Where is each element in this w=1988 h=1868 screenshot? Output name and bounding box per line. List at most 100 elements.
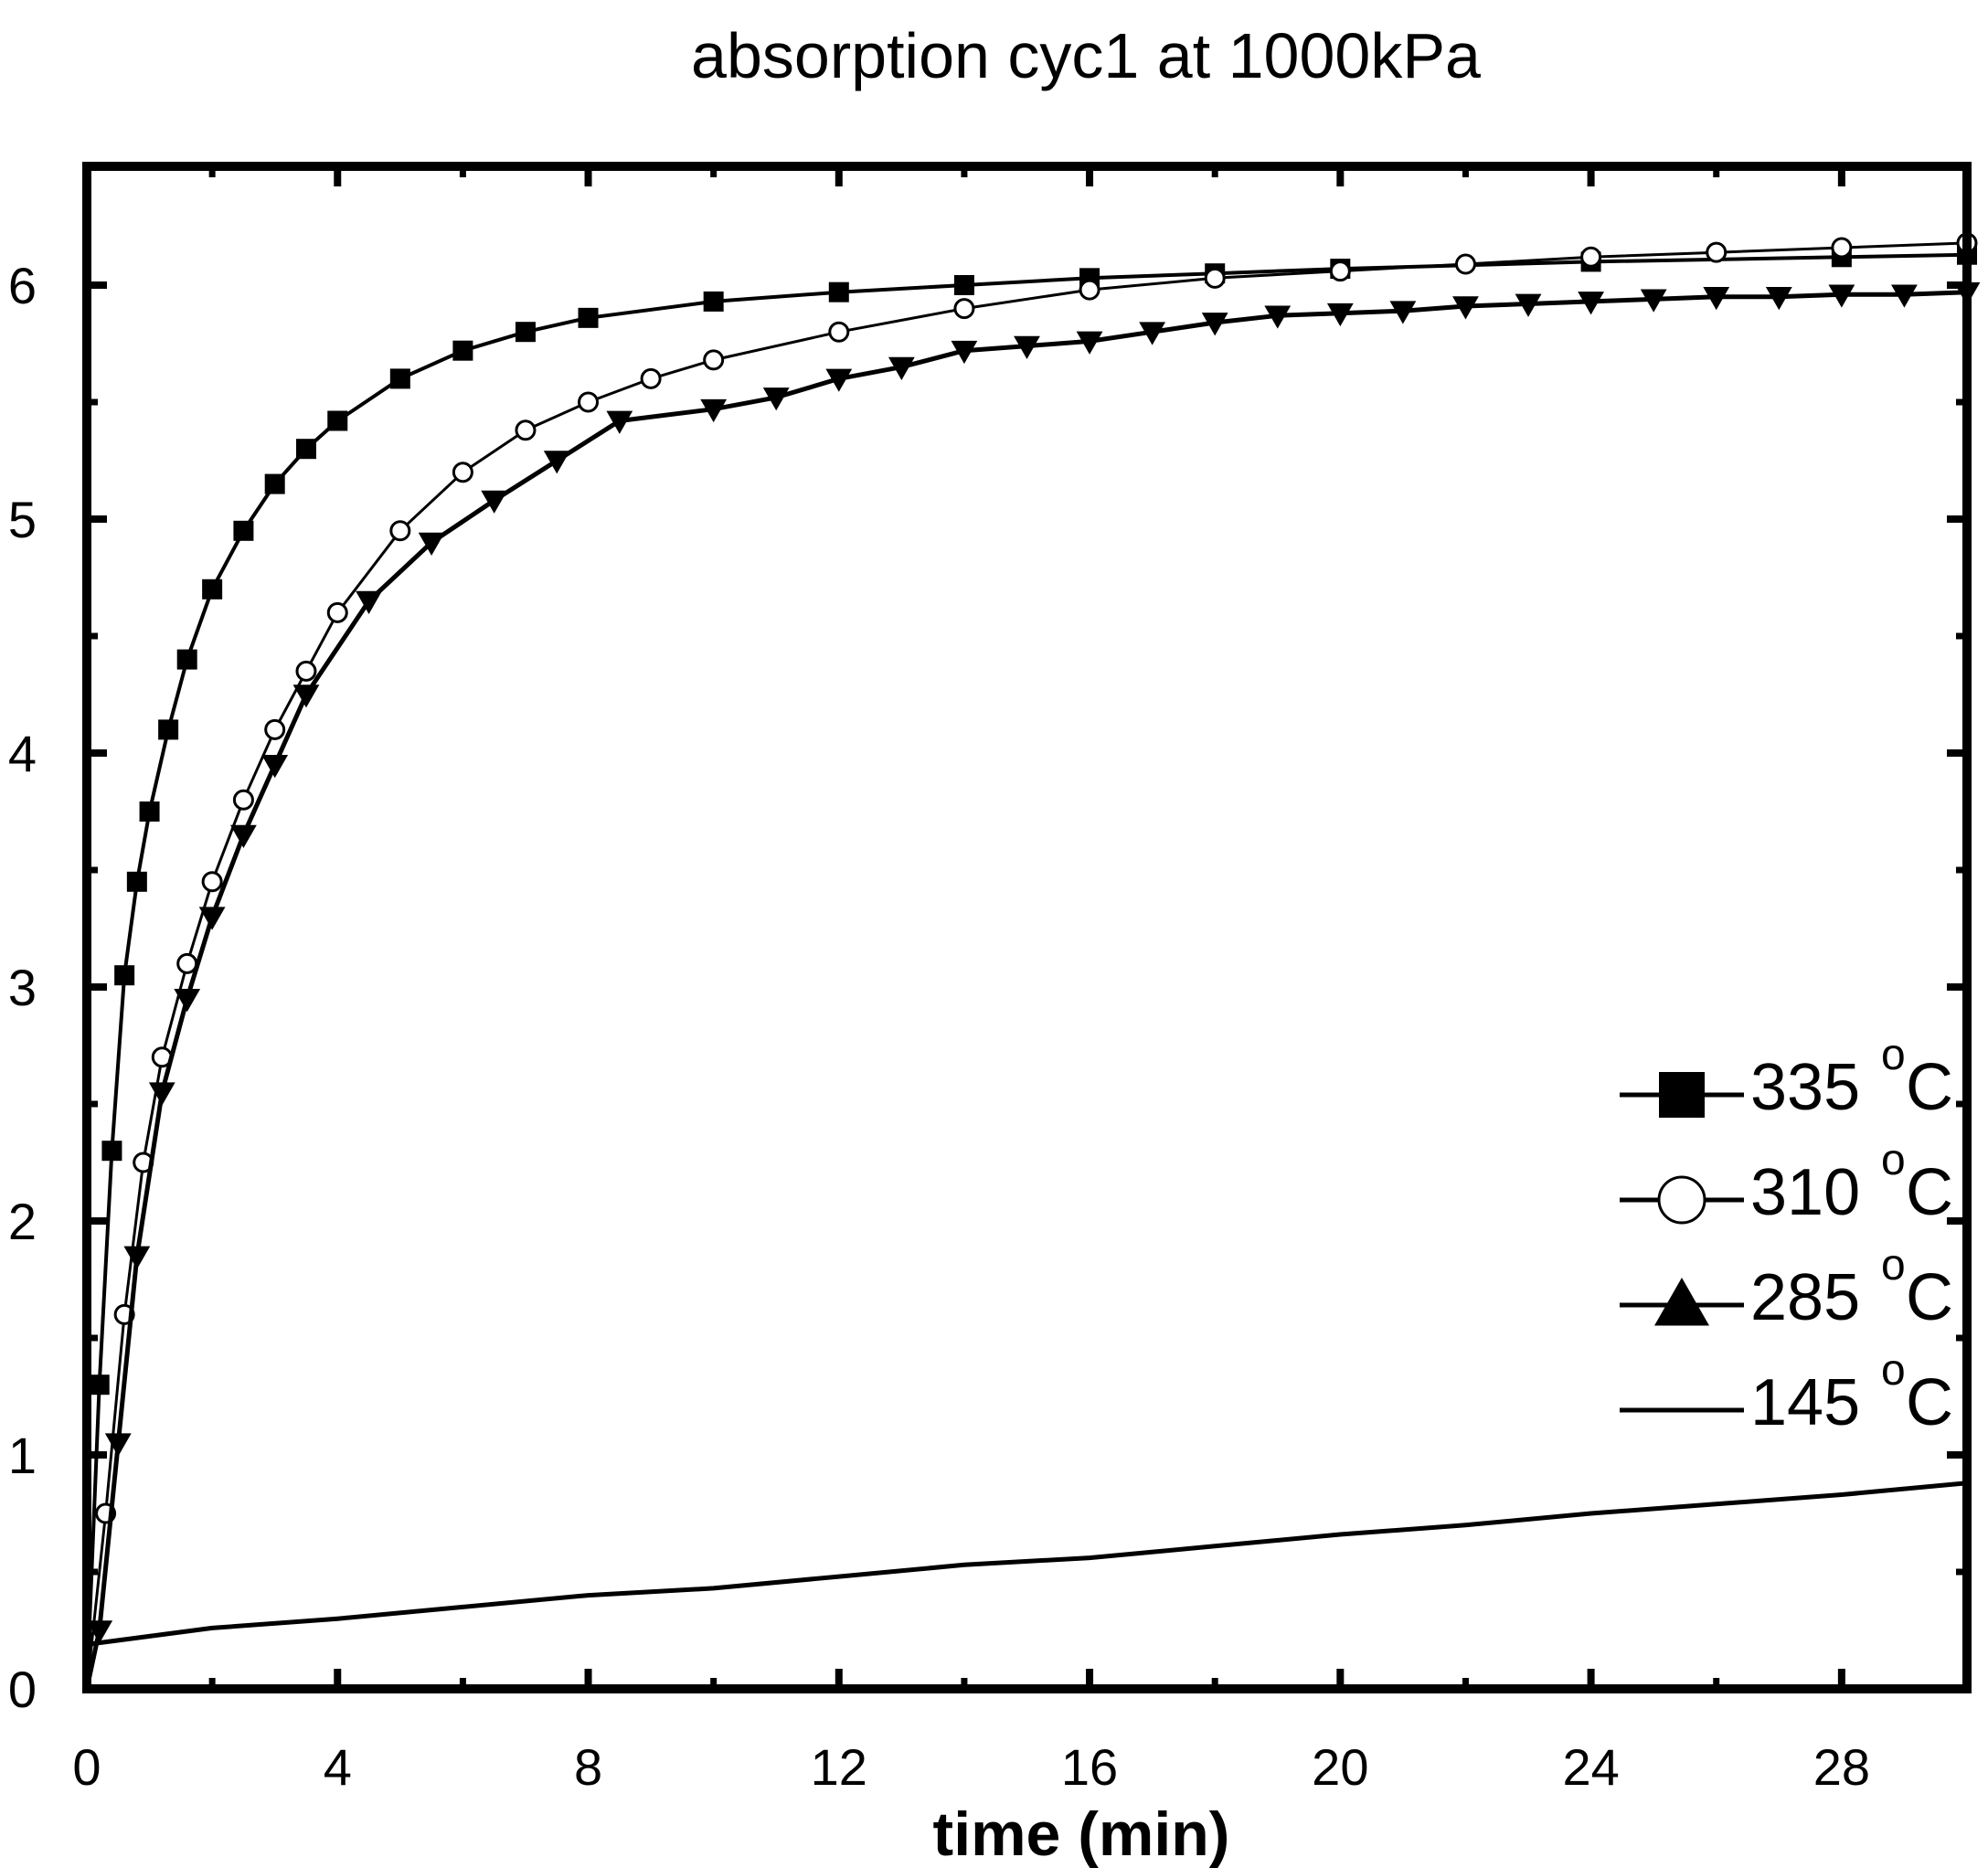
data-point-285: [606, 410, 633, 434]
data-point-285: [148, 1082, 175, 1106]
series-line-285: [84, 290, 1968, 1690]
y-tick-label: 1: [8, 1427, 37, 1484]
x-tick-label: 0: [72, 1738, 101, 1796]
y-tick-label: 2: [8, 1193, 37, 1250]
data-point-310: [1831, 237, 1853, 259]
x-tick-label: 12: [811, 1738, 867, 1796]
data-point-310: [1079, 279, 1100, 301]
data-point-285: [292, 685, 320, 708]
legend-degree: o: [1881, 1241, 1906, 1290]
data-point-285: [174, 989, 201, 1013]
data-point-285: [1765, 287, 1792, 311]
data-point-335: [515, 322, 536, 343]
legend-degree: o: [1881, 1346, 1906, 1395]
data-point-310: [828, 321, 850, 343]
legend-item-285: 285 o C: [1620, 1241, 1953, 1334]
data-point-335: [327, 410, 348, 431]
data-point-335: [139, 801, 160, 822]
x-tick-label: 28: [1813, 1738, 1870, 1796]
legend-unit: C: [1906, 1156, 1953, 1229]
data-point-335: [233, 520, 254, 541]
data-point-285: [1139, 322, 1166, 345]
data-point-285: [1201, 313, 1228, 336]
series-line-145: [86, 1481, 1968, 1647]
data-point-285: [104, 1433, 132, 1457]
data-point-335: [452, 340, 473, 361]
data-point-335: [126, 871, 147, 892]
data-point-310: [953, 298, 975, 320]
y-tick-label: 6: [8, 257, 37, 314]
data-point-335: [389, 368, 410, 389]
legend-label: 310: [1750, 1156, 1860, 1229]
data-point-310: [515, 419, 537, 441]
data-point-335: [828, 281, 849, 302]
data-point-285: [1076, 331, 1103, 355]
legend-item-310: 310 o C: [1620, 1136, 1953, 1229]
data-point-335: [264, 473, 285, 494]
x-tick-label: 16: [1061, 1738, 1118, 1796]
y-tick-label: 3: [8, 959, 37, 1016]
data-point-335: [158, 719, 179, 740]
data-point-310: [389, 520, 411, 542]
series-line-335: [85, 252, 1968, 1690]
data-point-285: [356, 590, 382, 614]
x-tick-label: 20: [1312, 1738, 1368, 1796]
data-point-285: [1828, 284, 1855, 308]
series-145: [86, 1481, 1968, 1647]
legend-marker: [1659, 1072, 1705, 1118]
legend-marker: [1657, 1175, 1706, 1225]
data-point-285: [825, 368, 853, 392]
data-point-310: [232, 789, 254, 811]
legend-item-145: 145 o C: [1620, 1346, 1953, 1439]
data-point-285: [123, 1246, 151, 1269]
data-point-310: [1329, 260, 1351, 282]
data-point-285: [1640, 289, 1667, 313]
legend-unit: C: [1906, 1261, 1953, 1334]
data-point-335: [176, 649, 197, 670]
legend-unit: C: [1906, 1366, 1953, 1439]
data-point-285: [86, 1620, 113, 1644]
x-tick-label: 4: [324, 1738, 352, 1796]
data-point-285: [1326, 302, 1354, 327]
data-point-335: [114, 965, 135, 986]
chart-title: absorption cyc1 at 1000kPa: [691, 20, 1481, 91]
data-point-285: [888, 356, 915, 380]
legend-degree: o: [1881, 1031, 1906, 1079]
data-point-310: [703, 349, 725, 371]
data-point-285: [198, 907, 226, 930]
legend-marker: [1654, 1278, 1709, 1326]
y-tick-label: 4: [8, 725, 37, 782]
data-point-285: [700, 398, 728, 423]
data-point-285: [1452, 296, 1479, 320]
series-310: [85, 232, 1978, 1690]
legend-label: 285: [1750, 1261, 1860, 1334]
plot-frame: [82, 162, 1972, 1693]
data-point-310: [201, 871, 223, 893]
data-point-285: [1264, 305, 1292, 329]
data-point-335: [703, 291, 724, 312]
data-point-285: [1515, 293, 1542, 317]
data-point-310: [1204, 267, 1226, 289]
data-point-285: [1891, 284, 1918, 308]
data-point-285: [951, 340, 978, 365]
series-layer: [84, 232, 1981, 1690]
legend-item-335: 335 o C: [1620, 1031, 1953, 1124]
series-line-310: [85, 241, 1968, 1690]
data-point-335: [295, 439, 316, 460]
data-point-310: [326, 601, 348, 623]
data-point-285: [481, 490, 508, 514]
data-point-285: [1389, 301, 1417, 324]
data-point-285: [543, 451, 570, 474]
y-tick-label: 0: [8, 1661, 37, 1718]
data-point-285: [418, 532, 445, 556]
data-point-285: [762, 387, 790, 411]
data-point-310: [1706, 241, 1728, 263]
data-point-310: [640, 367, 662, 389]
data-point-310: [1454, 253, 1476, 275]
x-axis-title: time (min): [933, 1799, 1230, 1868]
legend-unit: C: [1906, 1051, 1953, 1124]
data-point-310: [1580, 246, 1602, 268]
x-tick-label: 24: [1562, 1738, 1619, 1796]
